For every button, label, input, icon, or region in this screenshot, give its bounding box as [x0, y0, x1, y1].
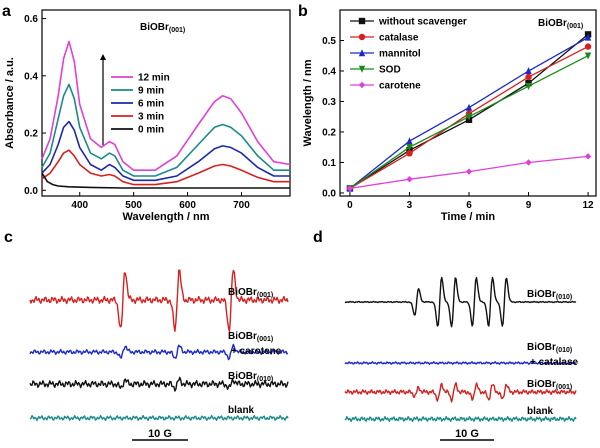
point-b-2-3: [525, 67, 532, 75]
c-trace-0: [29, 269, 289, 333]
point-b-4-1: [406, 176, 413, 183]
c-trace-1: [29, 343, 289, 361]
xtick-label-b-4: 12: [582, 200, 594, 211]
d-trace-0: [344, 276, 577, 328]
xtick-label-b-1: 3: [407, 200, 413, 211]
ytick-label-b-0: 0.0: [322, 188, 336, 199]
ytick-label-b-1: 0.1: [322, 158, 336, 169]
series-line-a-0: [41, 40, 291, 171]
legend-label-a-3: 3 min: [138, 112, 164, 123]
legend-label-b-1: catalase: [379, 33, 419, 44]
legend-marker-b-2: [358, 49, 366, 57]
ylabel-a: Absorbance / a.u.: [4, 57, 16, 149]
legend-marker-b-0: [358, 17, 366, 25]
c-trace-label-1: BiOBr(001): [228, 331, 273, 343]
d-trace-label-2: BiOBr(001): [527, 379, 572, 391]
c-trace-label2-1: + carotene: [231, 346, 282, 357]
point-b-2-4: [584, 33, 592, 41]
point-b-1-1: [406, 150, 413, 157]
legend-label-b-3: SOD: [379, 65, 401, 76]
ytick-label-a-0: 0.0: [24, 186, 38, 197]
panel-label-a: a: [2, 3, 11, 20]
scale-bar-label-c: 10 G: [148, 428, 172, 440]
c-trace-2: [29, 376, 289, 392]
point-b-4-2: [465, 168, 473, 175]
legend-label-a-1: 9 min: [138, 86, 164, 97]
point-b-3-2: [465, 113, 473, 121]
point-b-4-0: [346, 185, 354, 192]
point-b-4-4: [584, 153, 592, 160]
legend-b: without scavenger catalase mannitol SOD caro…: [350, 17, 467, 92]
xtick-label-b-2: 6: [466, 200, 472, 211]
xtick-label-a-2: 600: [179, 200, 196, 211]
scale-bar-label-d: 10 G: [455, 428, 479, 440]
ytick-label-a-2: 0.4: [24, 71, 38, 82]
legend-label-b-4: carotene: [379, 81, 421, 92]
time-arrow-head: [100, 54, 106, 60]
point-b-3-4: [584, 52, 592, 60]
plot-frame-a: [41, 9, 291, 197]
series-line-a-3: [41, 149, 290, 186]
legend-marker-b-1: [358, 33, 366, 41]
legend-label-a-0: 12 min: [138, 73, 170, 84]
point-b-3-3: [525, 83, 532, 91]
point-b-2-1: [406, 137, 413, 145]
annotation-b: BiOBr(001): [538, 18, 583, 30]
legend-label-a-2: 6 min: [138, 99, 164, 110]
ylabel-b: Wavelength / nm: [302, 59, 314, 146]
legend-a: 12 min 9 min 6 min 3 min 0 min: [111, 73, 170, 136]
panel-label-d: d: [313, 229, 323, 246]
c-trace-3: [29, 414, 289, 422]
point-b-1-3: [525, 73, 532, 81]
point-b-1-4: [584, 43, 592, 50]
series-line-a-1: [41, 83, 290, 177]
legend-marker-b-4: [358, 81, 366, 89]
point-b-2-2: [465, 103, 473, 111]
xtick-label-b-3: 9: [526, 200, 532, 211]
d-trace-label-3: blank: [527, 406, 554, 417]
legend-label-b-2: mannitol: [379, 49, 421, 60]
legend-label-b-0: without scavenger: [378, 17, 467, 28]
d-trace-label2-1: + catalase: [530, 357, 579, 368]
panel-label-b: b: [298, 3, 308, 20]
annotation-a: BiOBr(001): [140, 22, 185, 34]
ytick-label-b-5: 0.5: [322, 36, 336, 47]
c-trace-label-2: BiOBr(010): [228, 371, 273, 383]
d-trace-2: [344, 382, 577, 403]
panel-b-kinetics-chart: 0 3 6 9 12 0.0 0.1 0.2 0.3 0.4 0.5 BiOBr(001) with…: [302, 9, 597, 223]
xtick-label-a-3: 700: [233, 200, 250, 211]
ytick-label-a-1: 0.2: [24, 129, 38, 140]
ytick-label-b-3: 0.3: [322, 97, 336, 108]
ytick-label-b-4: 0.4: [322, 66, 336, 77]
legend-marker-b-3: [358, 65, 366, 73]
ytick-label-b-2: 0.2: [322, 127, 336, 138]
d-trace-1: [344, 361, 577, 365]
d-trace-label-1: BiOBr(010): [527, 342, 572, 354]
xtick-label-a-0: 400: [71, 200, 88, 211]
series-line-a-4: [41, 172, 290, 189]
plot-frame-b: [339, 9, 597, 197]
series-line-a-2: [41, 120, 290, 182]
panel-label-c: c: [4, 229, 13, 246]
legend-label-a-4: 0 min: [138, 125, 164, 136]
xtick-label-b-0: 0: [347, 200, 353, 211]
c-trace-label-0: BiOBr(001): [228, 287, 273, 299]
d-trace-label-0: BiOBr(010): [527, 289, 572, 301]
point-b-4-3: [525, 159, 532, 166]
ytick-label-a-3: 0.6: [24, 14, 38, 25]
xlabel-a: Wavelength / nm: [123, 211, 210, 223]
panel-c-epr-spectra: BiOBr(001) BiOBr(001) + carotene BiOBr(010)…: [29, 269, 289, 441]
xlabel-b: Time / min: [441, 211, 495, 223]
point-b-3-1: [406, 144, 413, 152]
panel-d-epr-spectra: BiOBr(010) BiOBr(010) + catalase BiOBr(001)…: [344, 276, 579, 441]
xtick-label-a-1: 500: [125, 200, 142, 211]
c-trace-label-3: blank: [228, 405, 255, 416]
d-trace-3: [344, 415, 577, 423]
panel-a-absorbance-chart: 400 500 600 700 0.0 0.2 0.4 0.6 BiOBr(001) 12 m…: [4, 9, 291, 223]
